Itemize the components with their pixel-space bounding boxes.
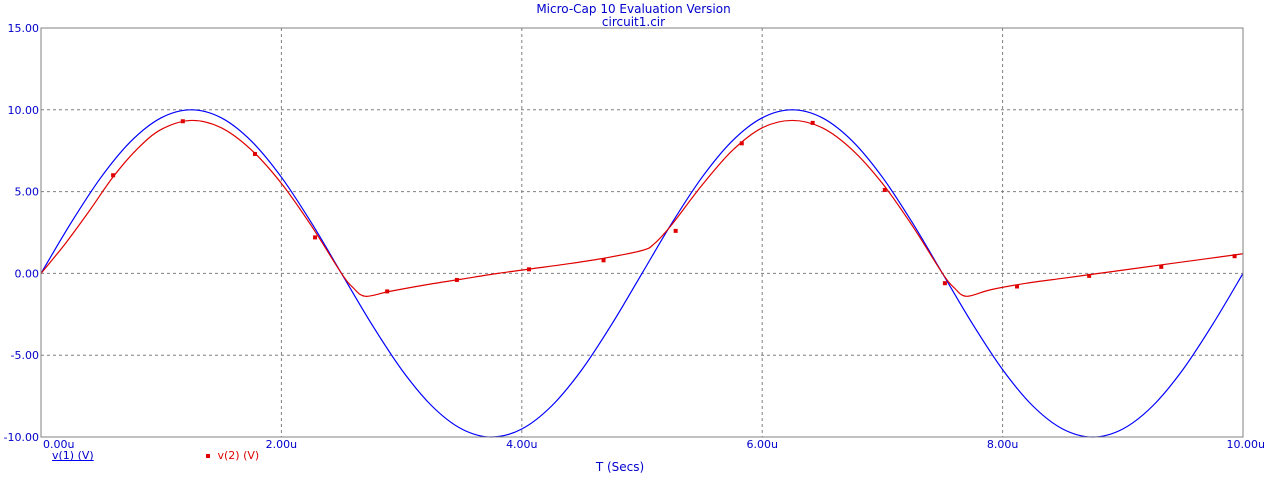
- y-tick-label: 0.00: [15, 267, 40, 280]
- v2-marker: [180, 119, 185, 124]
- v2-marker: [111, 173, 116, 178]
- chart-subtitle: circuit1.cir: [601, 15, 666, 29]
- series-group: [40, 109, 1244, 438]
- v2-marker: [1159, 264, 1164, 269]
- tick-labels: 0.00u 2.00u 4.00u 6.00u 8.00u 10.00u -10.00 -5.…: [4, 22, 1265, 451]
- x-tick-label: 8.00u: [987, 438, 1018, 451]
- y-tick-label: 10.00: [8, 104, 40, 117]
- grid-lines: [41, 28, 1243, 437]
- legend-v2-label: v(2) (V): [217, 449, 260, 462]
- v2-marker: [810, 120, 815, 125]
- v2-marker: [673, 228, 678, 233]
- chart-title: Micro-Cap 10 Evaluation Version: [536, 2, 731, 16]
- series-line-v2: [40, 119, 1244, 297]
- v2-marker: [527, 267, 532, 272]
- x-tick-label: 10.00u: [1227, 438, 1265, 451]
- y-tick-label: 15.00: [8, 22, 40, 35]
- v2-marker: [1232, 254, 1237, 259]
- x-tick-label: 0.00u: [43, 438, 74, 451]
- legend-v1-label: v(1) (V): [52, 449, 94, 462]
- x-tick-label: 6.00u: [746, 438, 777, 451]
- v2-marker: [1015, 284, 1020, 289]
- v2-marker: [454, 277, 459, 282]
- y-tick-label: -5.00: [11, 349, 39, 362]
- legend-v2[interactable]: v(2) (V): [206, 449, 259, 462]
- plot-frame: [40, 27, 1244, 438]
- series-line-v1: [40, 109, 1244, 438]
- v2-marker: [1087, 273, 1092, 278]
- y-tick-label: 5.00: [15, 186, 40, 199]
- y-tick-label: -10.00: [4, 431, 39, 444]
- legend-v1[interactable]: v(1) (V): [52, 449, 94, 462]
- v2-marker: [252, 151, 257, 156]
- v2-marker: [601, 258, 606, 263]
- v2-marker: [313, 235, 318, 240]
- x-axis-label: T (Secs): [595, 460, 645, 474]
- x-tick-label: 4.00u: [506, 438, 537, 451]
- v2-marker: [882, 187, 887, 192]
- v2-marker: [385, 289, 390, 294]
- v2-marker: [942, 281, 947, 286]
- x-tick-label: 2.00u: [266, 438, 297, 451]
- legend-v2-marker: [206, 454, 210, 458]
- v2-marker: [739, 141, 744, 146]
